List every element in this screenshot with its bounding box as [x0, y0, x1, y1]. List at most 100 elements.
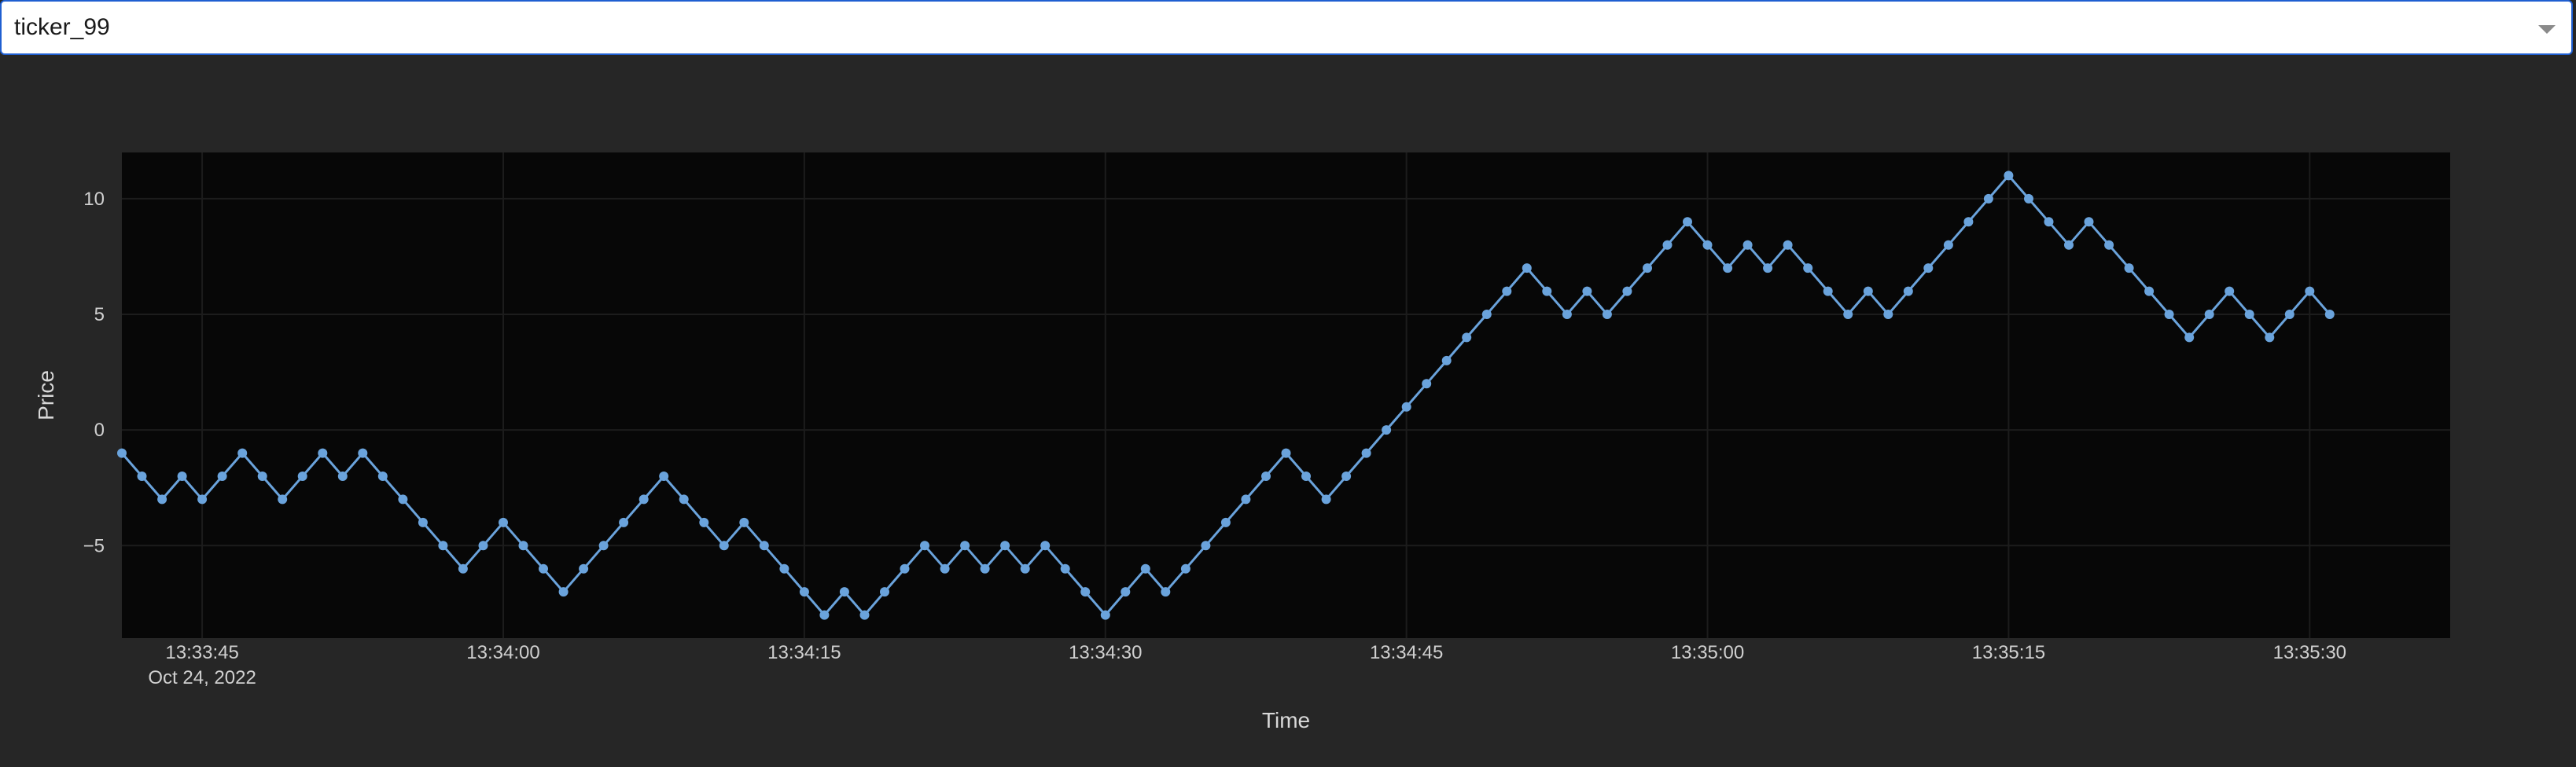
data-point — [1401, 402, 1411, 412]
data-point — [177, 472, 187, 481]
data-point — [558, 587, 569, 597]
x-tick-label: 13:33:45 — [165, 642, 238, 663]
data-point — [1702, 240, 1713, 250]
data-point — [297, 472, 307, 481]
data-point — [217, 472, 227, 481]
data-point — [197, 494, 208, 505]
data-point — [137, 472, 147, 481]
x-tick-date-label: Oct 24, 2022 — [148, 667, 256, 688]
y-tick-label: 10 — [83, 189, 105, 210]
data-point — [1983, 193, 1993, 204]
data-point — [779, 563, 789, 574]
data-point — [1140, 563, 1150, 574]
data-point — [518, 541, 528, 551]
data-point — [2225, 286, 2235, 296]
data-point — [337, 472, 348, 481]
data-point — [2104, 240, 2114, 250]
chevron-down-icon[interactable] — [2538, 25, 2556, 34]
data-point — [377, 472, 388, 481]
data-point — [2084, 217, 2094, 227]
data-point — [2324, 310, 2335, 319]
data-point — [1261, 472, 1271, 481]
data-point — [2024, 193, 2033, 204]
data-point — [719, 541, 729, 551]
data-point — [1220, 517, 1231, 527]
data-point — [839, 587, 849, 597]
data-point — [659, 472, 669, 481]
data-point — [819, 610, 830, 620]
data-point — [2044, 217, 2054, 227]
data-point — [2124, 263, 2134, 273]
data-point — [1382, 425, 1392, 435]
data-point — [1803, 263, 1813, 273]
data-point — [398, 494, 408, 505]
data-point — [438, 541, 448, 551]
data-point — [1100, 610, 1110, 620]
data-point — [920, 541, 929, 551]
data-point — [1582, 286, 1592, 296]
data-point — [2144, 286, 2155, 296]
data-point — [2204, 310, 2214, 319]
data-point — [458, 563, 468, 574]
data-point — [1683, 217, 1692, 227]
data-point — [598, 541, 609, 551]
data-point — [759, 541, 769, 551]
data-point — [1462, 332, 1472, 343]
data-point — [1321, 494, 1331, 505]
data-point — [859, 610, 870, 620]
data-point — [1823, 286, 1833, 296]
grid-lines — [122, 152, 2450, 638]
data-point — [1723, 263, 1733, 273]
x-tick-label: 13:35:30 — [2273, 642, 2346, 663]
ticker-select[interactable]: ticker_99 — [0, 0, 2573, 55]
data-point — [960, 541, 970, 551]
y-tick-label: 0 — [94, 420, 105, 441]
data-point — [1080, 587, 1091, 597]
data-point — [1943, 240, 1953, 250]
data-point — [739, 517, 749, 527]
data-point — [1602, 310, 1612, 319]
x-tick-label: 13:35:15 — [1972, 642, 2045, 663]
ticker-select-value: ticker_99 — [14, 14, 110, 40]
data-point — [1000, 541, 1010, 551]
data-point — [638, 494, 649, 505]
data-point — [1481, 310, 1492, 319]
y-axis: −5 0 5 10 — [83, 189, 105, 556]
data-point — [880, 587, 889, 597]
data-point — [679, 494, 689, 505]
data-point — [1923, 263, 1934, 273]
data-point — [1502, 286, 1512, 296]
data-point — [1522, 263, 1532, 273]
data-point — [1361, 448, 1371, 458]
data-point — [157, 494, 167, 505]
data-point — [1241, 494, 1251, 505]
x-tick-label: 13:35:00 — [1671, 642, 1744, 663]
series-group — [117, 171, 2335, 620]
data-point — [619, 517, 629, 527]
data-point — [1201, 541, 1211, 551]
plot-area — [122, 152, 2450, 638]
data-point — [1562, 310, 1572, 319]
data-point — [2064, 240, 2074, 250]
data-point — [1662, 240, 1673, 250]
data-point — [1783, 240, 1793, 250]
data-point — [1301, 472, 1311, 481]
data-point — [539, 563, 548, 574]
x-axis-title: Time — [1262, 708, 1310, 732]
data-point — [1863, 286, 1873, 296]
data-point — [799, 587, 809, 597]
x-tick-label: 13:34:15 — [767, 642, 841, 663]
data-point — [1441, 355, 1452, 365]
data-point — [980, 563, 990, 574]
data-point — [257, 472, 267, 481]
data-point — [1843, 310, 1853, 319]
data-point — [1422, 379, 1432, 389]
data-point — [900, 563, 910, 574]
data-point — [1161, 587, 1171, 597]
data-point — [1542, 286, 1552, 296]
data-point — [2244, 310, 2254, 319]
data-point — [1180, 563, 1190, 574]
x-axis: 13:33:45 Oct 24, 2022 13:34:00 13:34:15 13:3… — [148, 642, 2346, 688]
data-point — [2305, 286, 2315, 296]
data-point — [318, 448, 328, 458]
